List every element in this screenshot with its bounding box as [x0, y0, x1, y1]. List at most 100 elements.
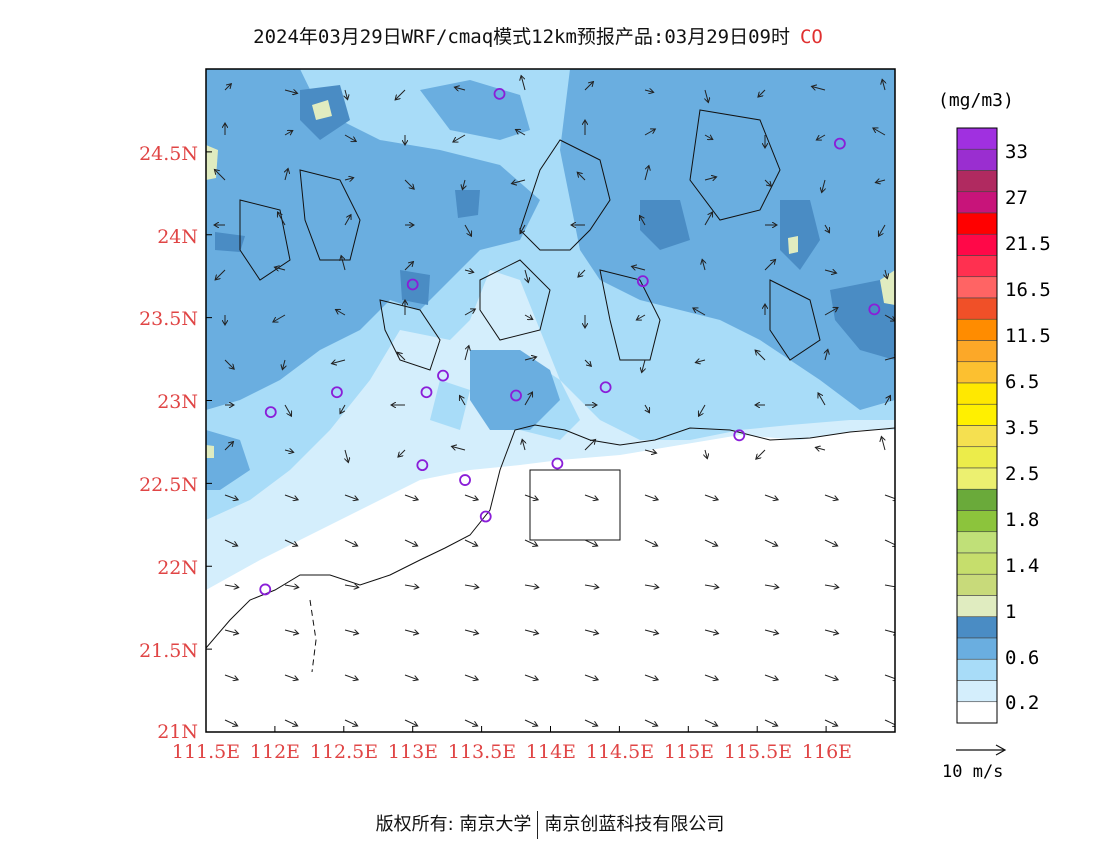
wind-arrow — [282, 359, 285, 370]
wind-arrow — [822, 179, 825, 193]
wind-arrow — [464, 270, 474, 272]
wind-arrow — [764, 630, 779, 634]
station-marker — [437, 369, 449, 382]
station-marker — [479, 510, 492, 523]
colorbar-swatch — [956, 552, 998, 575]
wind-vectors — [214, 76, 895, 726]
wind-arrow — [824, 494, 838, 500]
wind-arrow — [451, 446, 466, 450]
wind-arrow — [764, 494, 778, 500]
colorbar-swatch — [956, 361, 998, 384]
colorbar-swatch — [956, 276, 998, 299]
wind-arrow — [520, 224, 526, 234]
colorbar-label: 0.6 — [1005, 647, 1040, 669]
wind-arrow — [584, 359, 591, 366]
wind-arrow — [644, 674, 658, 680]
wind-arrow — [584, 585, 599, 587]
wind-arrow — [284, 674, 298, 680]
wind-arrow — [816, 134, 826, 140]
wind-arrow — [464, 309, 475, 316]
wind-arrow — [215, 269, 226, 280]
wind-arrow — [704, 135, 713, 140]
wind-arrow — [224, 442, 233, 451]
wind-arrow — [284, 630, 299, 634]
wind-arrow — [464, 346, 469, 361]
wind-arrow — [705, 449, 707, 459]
colorbar-label: 11.5 — [1005, 325, 1051, 347]
colorbar-swatch — [956, 170, 998, 193]
wind-arrow — [644, 166, 649, 181]
wind-arrow — [284, 539, 298, 546]
footer-right: 南京创蓝科技有限公司 — [544, 814, 725, 835]
wind-arrow — [395, 89, 406, 100]
wind-arrow — [404, 179, 414, 189]
wind-arrow — [584, 82, 593, 91]
station-marker — [493, 87, 506, 100]
wind-arrow — [214, 169, 226, 181]
wind-arrow — [340, 404, 346, 414]
wind-arrow — [344, 539, 358, 546]
wind-arrow — [344, 674, 358, 680]
wind-arrow — [464, 224, 472, 236]
wind-arrow — [335, 310, 346, 316]
station-marker — [459, 474, 471, 486]
colorbar-swatch — [956, 403, 998, 426]
wind-arrow — [644, 585, 659, 587]
monitoring-stations — [259, 87, 881, 596]
wind-arrow — [453, 134, 466, 142]
wind-arrow — [884, 630, 895, 634]
colorbar-swatch — [956, 595, 998, 618]
wind-arrow — [515, 130, 526, 136]
title-species: CO — [799, 26, 823, 48]
y-tick-label: 23.5N — [139, 308, 198, 330]
station-marker — [868, 303, 881, 316]
wind-arrow — [344, 178, 354, 180]
y-tick-label: 21.5N — [139, 640, 198, 662]
wind-arrow — [344, 630, 359, 634]
wind-arrow — [881, 436, 885, 451]
wind-arrow — [636, 314, 646, 320]
y-tick-label: 24.5N — [139, 143, 198, 165]
wind-arrow — [398, 449, 406, 457]
wind-arrow — [764, 674, 778, 680]
wind-arrow — [578, 269, 586, 277]
wind-arrow — [344, 215, 351, 226]
wind-arrow — [404, 630, 419, 634]
wind-arrow — [645, 404, 650, 413]
wind-arrow — [764, 539, 778, 546]
wind-arrow — [818, 393, 826, 406]
wind-arrow — [699, 404, 706, 416]
colorbar-swatch — [956, 191, 998, 214]
wind-arrow — [524, 392, 533, 406]
wind-arrow — [278, 212, 286, 226]
boundaries — [206, 109, 895, 673]
colorbar-label: 21.5 — [1005, 233, 1051, 255]
wind-arrow — [875, 180, 886, 183]
wind-arrow — [755, 350, 766, 361]
wind-arrow — [704, 719, 718, 726]
wind-arrow — [524, 719, 538, 726]
wind-arrow — [284, 494, 298, 500]
x-tick-label: 112.5E — [309, 741, 379, 763]
wind-arrow — [284, 585, 299, 587]
wind-arrow — [525, 269, 528, 283]
vector-legend-label: 10 m/s — [942, 762, 1004, 782]
wind-arrow — [704, 177, 717, 180]
wind-arrow — [884, 539, 895, 546]
wind-arrow — [824, 674, 838, 680]
wind-arrow — [404, 585, 419, 587]
colorbar-label: 6.5 — [1005, 371, 1040, 393]
x-tick-label: 112E — [249, 741, 301, 763]
wind-arrow — [404, 674, 418, 680]
wind-arrow — [224, 539, 238, 546]
wind-arrow — [224, 674, 238, 680]
wind-arrow — [285, 168, 288, 181]
x-tick-label: 115.5E — [723, 741, 793, 763]
wind-arrow — [345, 449, 348, 463]
colorbar-swatch — [956, 488, 998, 511]
station-marker — [833, 137, 846, 150]
wind-arrow — [705, 89, 708, 103]
wind-arrow — [464, 719, 478, 726]
wind-arrow — [584, 494, 598, 500]
